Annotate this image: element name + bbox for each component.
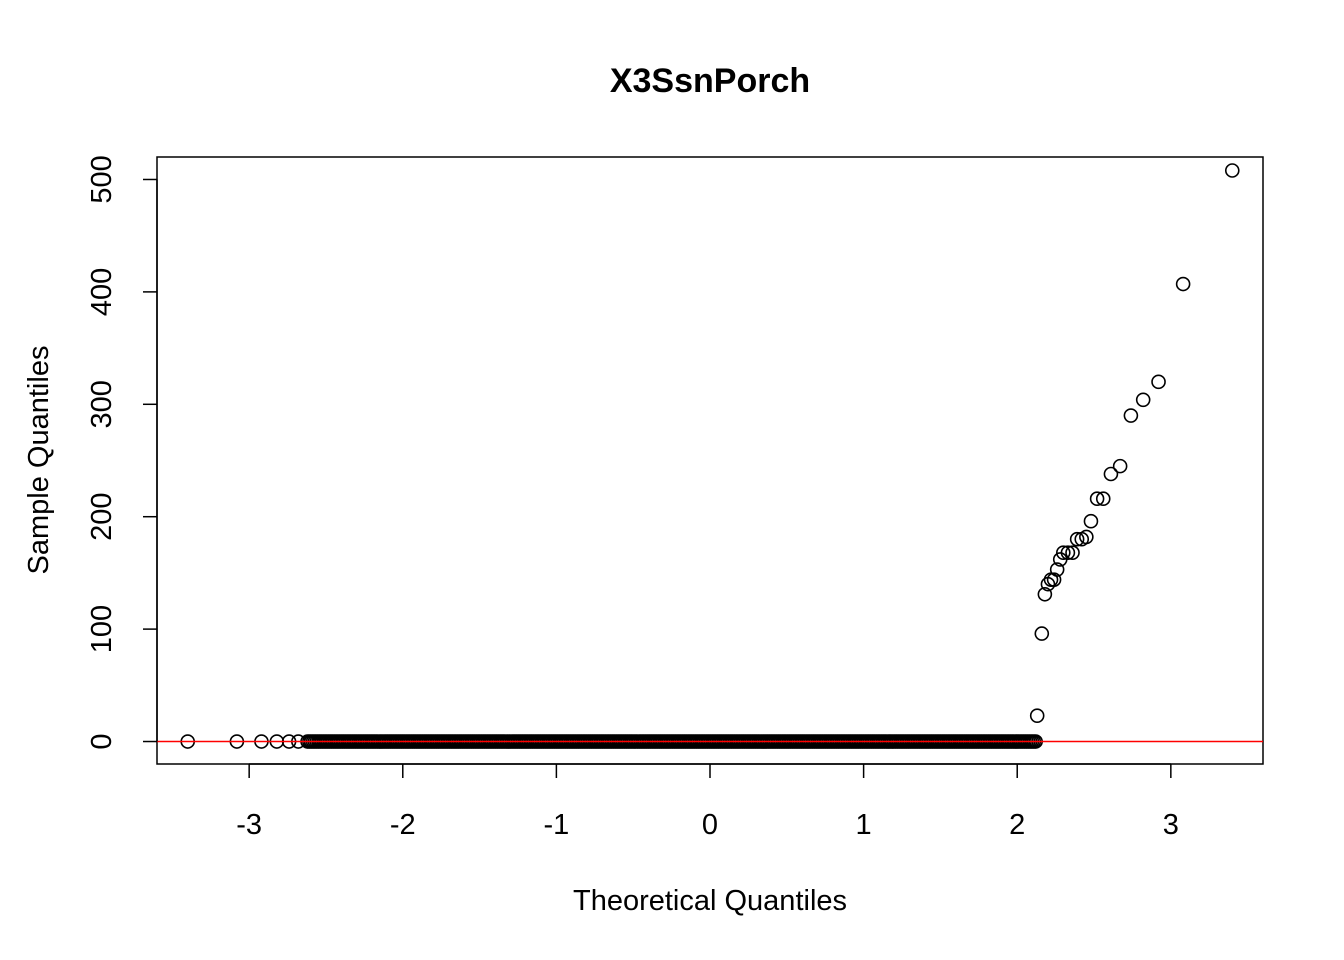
data-point	[1224, 163, 1240, 178]
data-point	[1123, 408, 1139, 423]
y-tick-label: 400	[86, 268, 118, 316]
x-tick-label: -1	[543, 809, 569, 841]
y-tick-label: 100	[86, 605, 118, 653]
x-axis: -3 -2 -1 0 1 2 3	[236, 763, 1179, 841]
points-layer	[180, 163, 1240, 749]
data-point	[1029, 708, 1045, 723]
x-tick-label: 0	[702, 809, 718, 841]
y-tick-label: 500	[86, 155, 118, 203]
data-point	[1095, 491, 1111, 507]
data-point	[1103, 466, 1119, 482]
data-point	[1065, 545, 1080, 560]
data-point	[1046, 572, 1062, 587]
data-point	[1037, 586, 1053, 602]
data-point	[1079, 529, 1094, 545]
x-tick-label: 1	[856, 809, 872, 841]
x-tick-label: -2	[390, 809, 416, 841]
data-point	[1135, 392, 1151, 408]
data-point	[1151, 374, 1166, 390]
data-point	[1112, 458, 1128, 474]
data-point	[1175, 276, 1191, 292]
y-tick-label: 0	[86, 733, 118, 749]
y-axis-label: Sample Quantiles	[23, 346, 55, 575]
data-point	[1069, 531, 1085, 547]
chart-title: X3SsnPorch	[610, 62, 810, 100]
x-axis-label: Theoretical Quantiles	[573, 885, 847, 917]
x-tick-label: 3	[1163, 809, 1179, 841]
x-tick-label: -3	[236, 809, 262, 841]
data-point	[1089, 491, 1105, 507]
data-point	[1034, 626, 1050, 641]
y-tick-label: 200	[86, 493, 118, 541]
data-point	[1056, 545, 1071, 560]
y-tick-label: 300	[86, 380, 118, 428]
data-point	[1083, 513, 1099, 529]
data-point	[1060, 545, 1076, 560]
y-axis: 0 100 200 300 400 500	[86, 155, 158, 750]
data-point	[1049, 562, 1065, 577]
plot-frame	[156, 156, 1264, 765]
x-tick-label: 2	[1009, 809, 1025, 841]
